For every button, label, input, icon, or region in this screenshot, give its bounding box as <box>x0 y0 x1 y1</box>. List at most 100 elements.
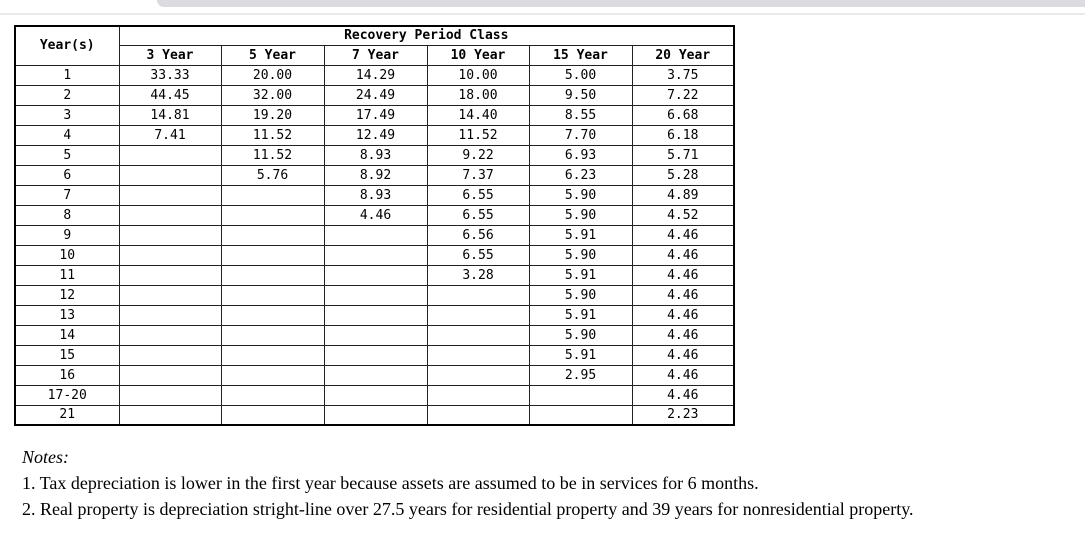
value-cell: 24.49 <box>323 84 428 106</box>
year-cell: 21 <box>14 404 120 426</box>
value-cell <box>323 284 428 306</box>
year-cell: 13 <box>14 304 120 326</box>
note-line-2: 2. Real property is depreciation stright… <box>22 499 914 519</box>
year-cell: 4 <box>14 124 120 146</box>
value-cell <box>323 404 428 426</box>
value-cell: 6.56 <box>426 224 530 246</box>
value-cell <box>118 224 222 246</box>
table-group-header-row: Year(s) Recovery Period Class <box>14 25 735 66</box>
browser-chrome-strip <box>0 0 1085 15</box>
value-cell: 6.18 <box>631 124 735 146</box>
value-cell: 6.55 <box>426 204 530 226</box>
table-row: 1 33.33 20.00 14.29 10.00 5.00 3.75 <box>14 64 735 86</box>
value-cell: 7.22 <box>631 84 735 106</box>
value-cell: 2.95 <box>528 364 633 386</box>
value-cell: 6.55 <box>426 244 530 266</box>
value-cell: 10.00 <box>426 64 530 86</box>
value-cell: 5.28 <box>631 164 735 186</box>
value-cell: 9.22 <box>426 144 530 166</box>
value-cell <box>220 364 325 386</box>
value-cell <box>220 384 325 406</box>
column-header: 5 Year <box>220 44 325 66</box>
value-cell: 8.93 <box>323 144 428 166</box>
note-line-1: 1. Tax depreciation is lower in the firs… <box>22 473 759 493</box>
value-cell: 8.92 <box>323 164 428 186</box>
value-cell: 5.71 <box>631 144 735 166</box>
value-cell <box>220 284 325 306</box>
value-cell <box>220 264 325 286</box>
value-cell <box>528 384 633 406</box>
value-cell: 5.90 <box>528 244 633 266</box>
value-cell <box>426 284 530 306</box>
value-cell <box>323 344 428 366</box>
value-cell: 5.91 <box>528 344 633 366</box>
macrs-depreciation-table: Year(s) Recovery Period Class 3 Year 5 Ye… <box>14 25 736 426</box>
value-cell <box>220 344 325 366</box>
value-cell: 4.46 <box>631 364 735 386</box>
value-cell <box>220 304 325 326</box>
value-cell: 4.46 <box>323 204 428 226</box>
value-cell <box>118 164 222 186</box>
value-cell: 8.55 <box>528 104 633 126</box>
value-cell <box>323 384 428 406</box>
value-cell <box>426 364 530 386</box>
year-cell: 15 <box>14 344 120 366</box>
value-cell: 5.91 <box>528 264 633 286</box>
value-cell: 4.46 <box>631 224 735 246</box>
value-cell: 19.20 <box>220 104 325 126</box>
value-cell: 44.45 <box>118 84 222 106</box>
year-cell: 14 <box>14 324 120 346</box>
value-cell <box>426 304 530 326</box>
year-cell: 10 <box>14 244 120 266</box>
value-cell: 5.90 <box>528 284 633 306</box>
value-cell <box>118 184 222 206</box>
table-row: 11 3.28 5.91 4.46 <box>14 264 735 286</box>
year-cell: 7 <box>14 184 120 206</box>
value-cell: 6.68 <box>631 104 735 126</box>
value-cell: 11.52 <box>220 124 325 146</box>
value-cell <box>323 224 428 246</box>
value-cell: 6.93 <box>528 144 633 166</box>
column-header: 20 Year <box>631 44 735 66</box>
value-cell: 6.55 <box>426 184 530 206</box>
table-row: 2 44.45 32.00 24.49 18.00 9.50 7.22 <box>14 84 735 106</box>
value-cell <box>220 224 325 246</box>
table-row: 15 5.91 4.46 <box>14 344 735 366</box>
recovery-period-class-header: Recovery Period Class <box>118 25 735 46</box>
year-cell: 12 <box>14 284 120 306</box>
value-cell <box>118 264 222 286</box>
value-cell: 7.41 <box>118 124 222 146</box>
value-cell: 6.23 <box>528 164 633 186</box>
table-row: 13 5.91 4.46 <box>14 304 735 326</box>
value-cell: 20.00 <box>220 64 325 86</box>
value-cell <box>220 204 325 226</box>
table-row: 5 11.52 8.93 9.22 6.93 5.71 <box>14 144 735 166</box>
year-cell: 8 <box>14 204 120 226</box>
year-cell: 11 <box>14 264 120 286</box>
column-header: 10 Year <box>426 44 530 66</box>
table-column-header-row: 3 Year 5 Year 7 Year 10 Year 15 Year 20 Year <box>15 44 735 66</box>
year-cell: 2 <box>14 84 120 106</box>
value-cell: 14.81 <box>118 104 222 126</box>
value-cell: 4.46 <box>631 284 735 306</box>
value-cell: 17.49 <box>323 104 428 126</box>
value-cell <box>323 244 428 266</box>
table-row: 4 7.41 11.52 12.49 11.52 7.70 6.18 <box>14 124 735 146</box>
year-cell: 3 <box>14 104 120 126</box>
value-cell: 4.89 <box>631 184 735 206</box>
value-cell: 5.90 <box>528 184 633 206</box>
table-row: 12 5.90 4.46 <box>14 284 735 306</box>
value-cell: 18.00 <box>426 84 530 106</box>
table-row: 17-20 4.46 <box>14 384 735 406</box>
value-cell: 5.00 <box>528 64 633 86</box>
value-cell <box>426 404 530 426</box>
value-cell <box>220 324 325 346</box>
value-cell: 14.40 <box>426 104 530 126</box>
column-header: 7 Year <box>323 44 428 66</box>
value-cell <box>118 204 222 226</box>
value-cell <box>426 384 530 406</box>
value-cell <box>118 144 222 166</box>
value-cell <box>118 284 222 306</box>
page-content: Year(s) Recovery Period Class 3 Year 5 Ye… <box>0 15 1085 532</box>
value-cell: 5.76 <box>220 164 325 186</box>
